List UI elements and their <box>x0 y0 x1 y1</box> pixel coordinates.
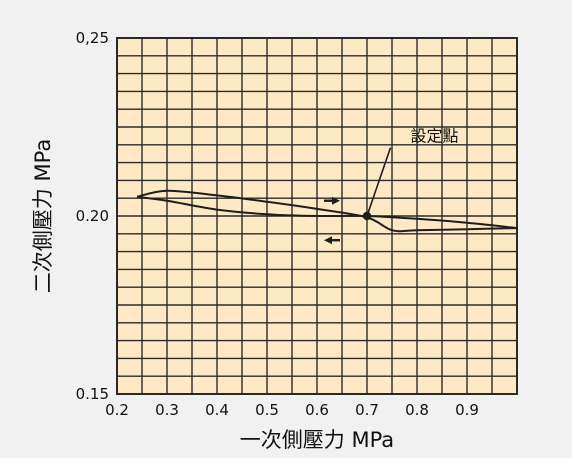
y-tick-label: 0.15 <box>76 385 109 403</box>
y-tick-label: 0.20 <box>76 207 109 225</box>
series-line-1 <box>136 195 518 230</box>
x-tick-label: 0.3 <box>155 401 179 419</box>
x-tick-label: 0.7 <box>355 401 379 419</box>
x-tick-label: 0.4 <box>205 401 229 419</box>
flow-arrow-right-head <box>332 196 340 205</box>
x-tick-label: 0.8 <box>405 401 429 419</box>
y-tick-label: 0,25 <box>76 29 109 47</box>
x-tick-label: 0.9 <box>455 401 479 419</box>
x-tick-label: 0.5 <box>255 401 279 419</box>
plot-border <box>116 37 518 395</box>
y-axis-label: 二次側壓力 MPa <box>31 139 55 293</box>
set-point-leader-line <box>366 147 392 217</box>
x-axis-label: 一次側壓力 MPa <box>240 428 394 452</box>
x-tick-label: 0.6 <box>305 401 329 419</box>
series-group <box>136 189 518 233</box>
flow-arrow-left-head <box>324 236 332 245</box>
x-tick-labels: 0.2 0.3 0.4 0.5 0.6 0.7 0.8 0.9 <box>105 401 479 419</box>
annotation-group: 設定點 <box>324 127 459 245</box>
x-tick-label: 0.2 <box>105 401 129 419</box>
y-tick-labels: 0,25 0.20 0.15 <box>76 29 109 403</box>
series-line-2 <box>136 189 518 233</box>
set-point-label: 設定點 <box>410 127 458 146</box>
